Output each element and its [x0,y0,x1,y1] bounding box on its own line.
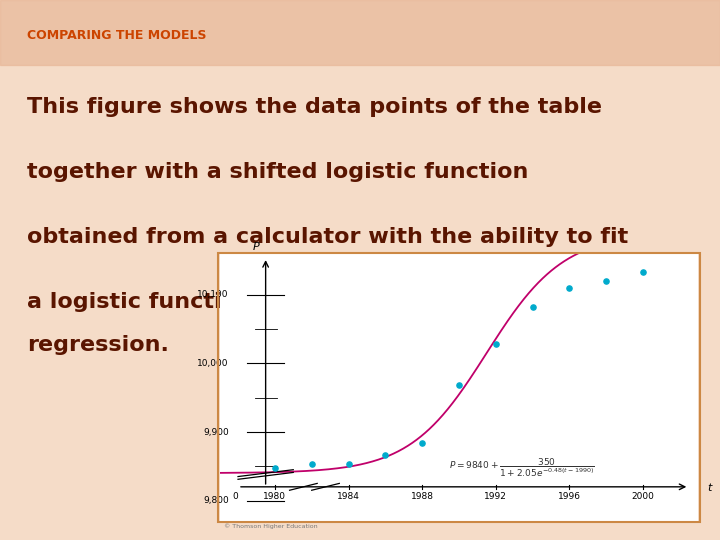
Text: 0: 0 [233,492,238,501]
Text: This figure shows the data points of the table: This figure shows the data points of the… [27,97,603,117]
Text: regression.: regression. [27,335,169,355]
Text: 1992: 1992 [485,492,508,501]
Text: 9,800: 9,800 [203,496,229,505]
Point [269,464,281,472]
Text: $P = 9840 + \dfrac{350}{1 + 2.05e^{-0.48(t-1990)}}$: $P = 9840 + \dfrac{350}{1 + 2.05e^{-0.48… [449,456,595,479]
Text: © Thomson Higher Education: © Thomson Higher Education [225,524,318,529]
Point [637,268,649,276]
Point [490,339,502,348]
Text: P: P [253,242,260,252]
Point [564,284,575,292]
Text: obtained from a calculator with the ability to fit: obtained from a calculator with the abil… [27,227,629,247]
Text: a logistic function to these points by: a logistic function to these points by [27,292,489,312]
Text: together with a shifted logistic function: together with a shifted logistic functio… [27,162,528,182]
Text: 1996: 1996 [558,492,581,501]
Text: 2000: 2000 [631,492,654,501]
Point [600,276,612,285]
Text: t: t [708,483,712,493]
Bar [0,0,720,65]
Point [379,451,391,460]
Point [527,303,539,312]
Text: 1984: 1984 [337,492,360,501]
Text: 1988: 1988 [410,492,433,501]
Text: 10,000: 10,000 [197,359,229,368]
Point [343,460,354,469]
Point [416,438,428,447]
Point [453,380,464,389]
Text: COMPARING THE MODELS: COMPARING THE MODELS [27,29,207,42]
Text: 10,100: 10,100 [197,291,229,299]
Text: 1980: 1980 [264,492,287,501]
Point [306,460,318,469]
Text: 9,900: 9,900 [203,428,229,436]
